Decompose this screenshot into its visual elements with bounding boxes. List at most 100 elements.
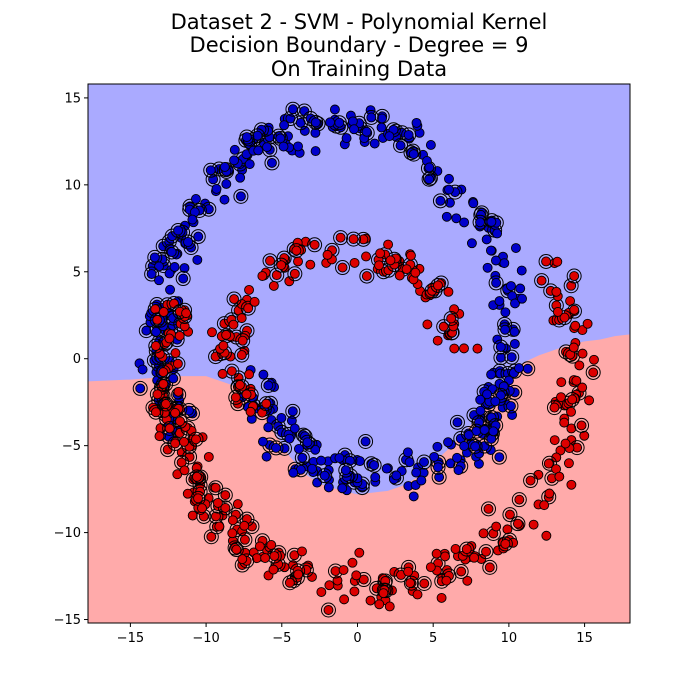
data-point-series-0: [278, 141, 289, 152]
data-point-series-3: [158, 367, 169, 378]
data-point-series-3: [582, 318, 593, 329]
data-point-series-0: [229, 144, 240, 155]
data-point-series-0: [441, 211, 452, 222]
data-point-series-1: [271, 442, 281, 453]
data-point-series-3: [554, 471, 565, 482]
y-tick-label: 0: [73, 352, 81, 367]
data-point-series-1: [287, 406, 298, 417]
data-point-series-0: [310, 146, 321, 157]
data-point-series-3: [212, 497, 223, 508]
data-point-series-0: [341, 133, 352, 144]
data-point-series-3: [384, 601, 395, 612]
data-point-series-3: [549, 402, 560, 413]
data-point-series-3: [549, 435, 560, 446]
data-point-series-3: [536, 275, 547, 286]
data-point-series-0: [384, 131, 395, 142]
support-vector-ring: [158, 396, 174, 412]
support-vector-ring: [226, 291, 242, 307]
data-point-series-1: [434, 472, 445, 483]
data-point-series-3: [164, 423, 175, 434]
data-point-series-3: [158, 379, 169, 389]
support-vector-ring: [488, 275, 504, 291]
support-vector-ring: [148, 338, 164, 354]
data-point-series-3: [543, 458, 554, 469]
data-point-series-2: [228, 319, 239, 330]
data-point-series-0: [444, 173, 454, 184]
data-point-series-3: [150, 304, 161, 315]
data-point-series-3: [412, 589, 423, 600]
data-point-series-1: [402, 447, 413, 458]
support-vector-ring: [497, 536, 513, 552]
data-point-series-1: [323, 482, 334, 493]
data-point-series-1: [453, 465, 464, 476]
data-point-series-1: [263, 422, 274, 433]
data-point-series-3: [297, 546, 307, 557]
data-point-series-3: [192, 471, 202, 482]
support-vector-ring: [164, 228, 180, 244]
support-vector-ring: [268, 440, 284, 456]
data-point-series-0: [369, 138, 380, 149]
data-point-series-2: [335, 232, 346, 243]
data-point-series-2: [459, 343, 469, 354]
support-vector-ring: [307, 237, 323, 253]
data-point-series-2: [322, 249, 333, 260]
data-point-series-0: [310, 117, 321, 128]
data-point-series-3: [556, 377, 567, 388]
data-point-series-0: [208, 174, 219, 185]
data-point-series-3: [539, 500, 550, 511]
data-point-series-2: [289, 268, 300, 279]
y-tick-label: 5: [73, 265, 81, 280]
data-point-series-2: [284, 276, 295, 287]
support-vector-ring: [359, 268, 375, 284]
support-vector-ring: [366, 457, 382, 473]
data-point-series-0: [491, 277, 502, 288]
data-point-series-3: [154, 348, 165, 359]
data-point-series-3: [566, 423, 577, 434]
data-point-series-1: [452, 452, 462, 463]
data-point-series-2: [244, 369, 255, 380]
data-point-series-3: [260, 553, 271, 563]
data-point-series-3: [203, 451, 214, 462]
data-point-series-0: [166, 246, 177, 257]
data-point-series-2: [348, 234, 359, 245]
data-point-series-0: [495, 342, 506, 352]
data-point-series-2: [291, 245, 302, 256]
data-point-series-3: [214, 521, 225, 532]
support-vector-ring: [432, 193, 448, 209]
data-point-series-2: [268, 280, 279, 291]
data-point-series-3: [481, 546, 491, 557]
data-point-series-1: [354, 456, 365, 467]
data-point-series-3: [231, 544, 242, 555]
data-point-series-1: [370, 472, 381, 483]
data-point-series-3: [568, 342, 579, 353]
support-vector-ring: [235, 333, 251, 349]
data-point-series-1: [284, 433, 295, 444]
data-point-series-1: [486, 369, 497, 380]
data-point-series-2: [394, 270, 405, 281]
support-vector-ring: [164, 244, 180, 260]
data-point-series-3: [175, 416, 185, 427]
support-vector-ring: [491, 449, 507, 465]
data-point-series-3: [169, 298, 179, 309]
data-point-series-3: [176, 447, 187, 458]
support-vector-ring: [430, 277, 446, 293]
data-point-series-0: [262, 142, 272, 153]
data-point-series-0: [509, 326, 520, 337]
support-vector-ring: [162, 420, 178, 436]
data-point-series-2: [385, 255, 396, 266]
data-point-series-0: [235, 172, 246, 183]
data-point-series-1: [312, 477, 323, 488]
support-vector-ring: [482, 559, 498, 575]
data-point-series-0: [468, 198, 479, 209]
data-point-series-0: [193, 231, 204, 242]
data-point-series-0: [361, 126, 372, 137]
support-vector-ring: [203, 162, 219, 178]
data-point-series-0: [500, 307, 511, 318]
data-point-series-2: [276, 260, 287, 271]
support-vector-ring: [534, 273, 550, 289]
data-point-series-3: [347, 557, 358, 568]
data-point-series-1: [514, 363, 524, 374]
data-point-series-2: [349, 257, 360, 268]
data-point-series-3: [556, 392, 566, 403]
